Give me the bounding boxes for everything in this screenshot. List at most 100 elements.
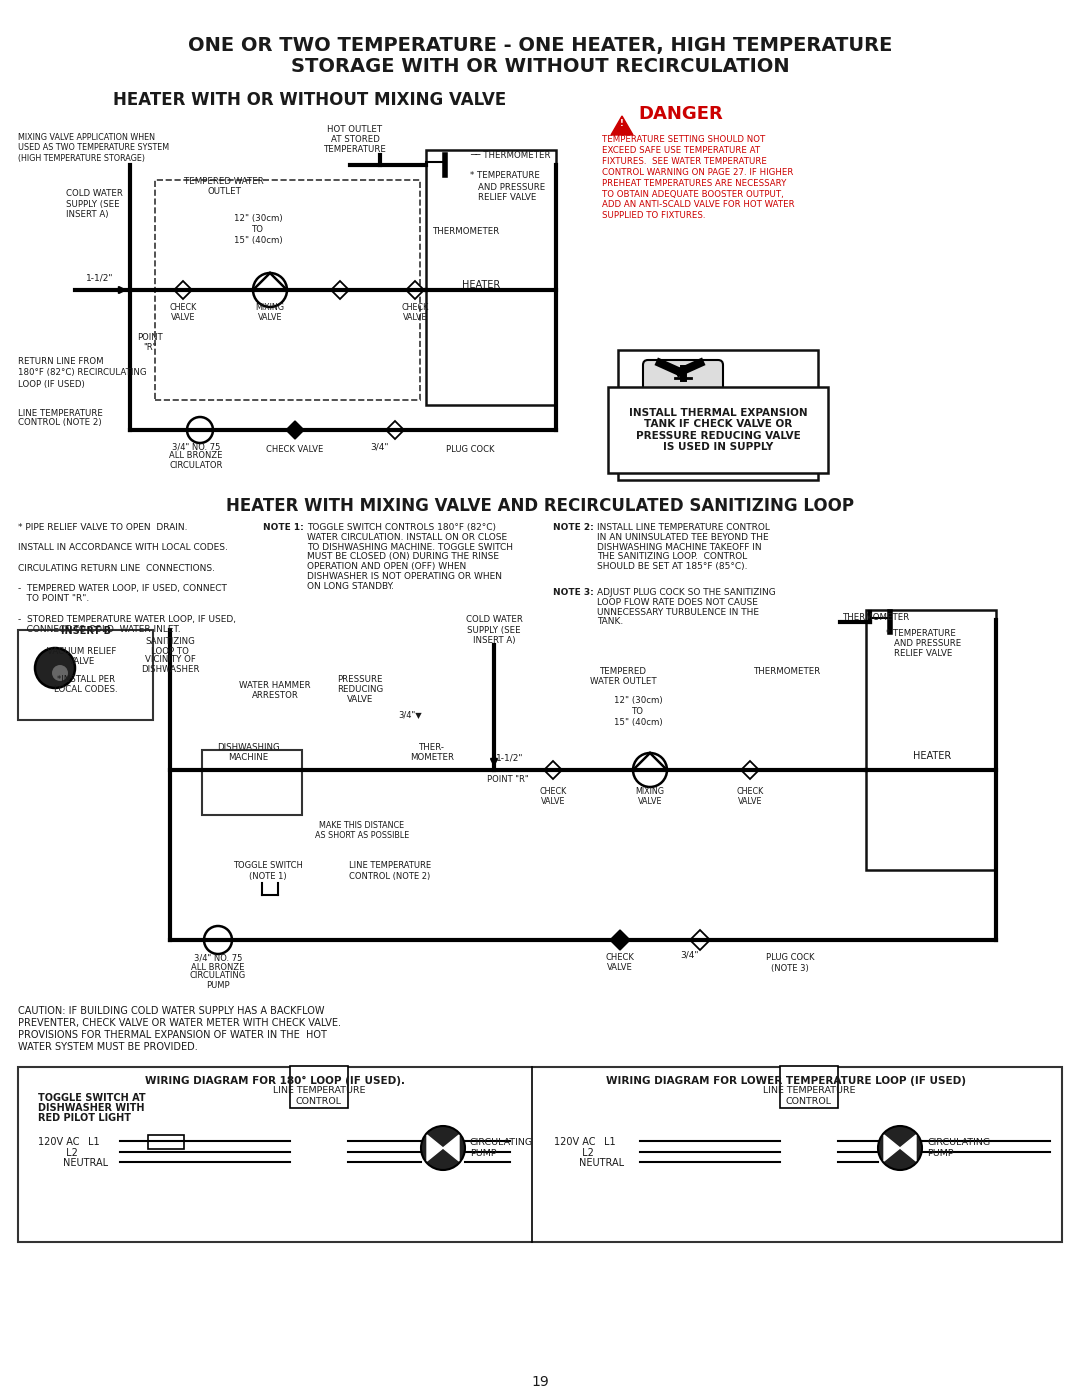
Text: WIRING DIAGRAM FOR 180° LOOP (IF USED).: WIRING DIAGRAM FOR 180° LOOP (IF USED). xyxy=(145,1076,405,1085)
Polygon shape xyxy=(286,420,303,439)
Text: SANITIZING: SANITIZING xyxy=(145,637,194,647)
Text: RED PILOT LIGHT: RED PILOT LIGHT xyxy=(38,1113,131,1123)
Text: PUMP: PUMP xyxy=(927,1148,954,1158)
Text: DANGER: DANGER xyxy=(638,105,723,123)
Text: VALVE: VALVE xyxy=(403,313,428,321)
Polygon shape xyxy=(330,281,349,299)
Bar xyxy=(156,180,420,400)
Polygon shape xyxy=(690,930,710,950)
Text: MAKE THIS DISTANCE: MAKE THIS DISTANCE xyxy=(320,820,405,830)
Text: CONTROL WARNING ON PAGE 27. IF HIGHER: CONTROL WARNING ON PAGE 27. IF HIGHER xyxy=(602,168,794,177)
Text: TO: TO xyxy=(632,707,644,715)
Text: TEMPERATURE: TEMPERATURE xyxy=(324,145,387,155)
Text: SUPPLIED TO FIXTURES.: SUPPLIED TO FIXTURES. xyxy=(602,211,705,221)
Text: L1: L1 xyxy=(87,1137,99,1147)
Text: LINE TEMPERATURE: LINE TEMPERATURE xyxy=(273,1085,365,1095)
Text: CHECK: CHECK xyxy=(170,303,197,313)
Text: CONTROL (NOTE 2): CONTROL (NOTE 2) xyxy=(18,419,102,427)
Text: RELIEF VALVE: RELIEF VALVE xyxy=(894,650,953,658)
Text: MOMETER: MOMETER xyxy=(410,753,454,763)
Text: POINT: POINT xyxy=(137,334,163,342)
Bar xyxy=(291,1066,348,1108)
Text: STORAGE WITH OR WITHOUT RECIRCULATION: STORAGE WITH OR WITHOUT RECIRCULATION xyxy=(291,57,789,77)
Text: * PIPE RELIEF VALVE TO OPEN  DRAIN.: * PIPE RELIEF VALVE TO OPEN DRAIN. xyxy=(18,522,188,532)
Text: LINE TEMPERATURE: LINE TEMPERATURE xyxy=(18,408,103,418)
Text: CONTROL: CONTROL xyxy=(786,1097,832,1106)
Circle shape xyxy=(253,272,287,307)
Text: VACUUM RELIEF: VACUUM RELIEF xyxy=(48,647,117,657)
Bar xyxy=(18,1067,1062,1242)
Text: TEMPERED WATER: TEMPERED WATER xyxy=(184,176,264,186)
Text: HEATER WITH MIXING VALVE AND RECIRCULATED SANITIZING LOOP: HEATER WITH MIXING VALVE AND RECIRCULATE… xyxy=(226,497,854,515)
Text: (NOTE 1): (NOTE 1) xyxy=(249,872,287,880)
Text: MUST BE CLOSED (ON) DURING THE RINSE: MUST BE CLOSED (ON) DURING THE RINSE xyxy=(307,552,499,562)
Text: INSERT A): INSERT A) xyxy=(473,636,515,644)
Text: TO: TO xyxy=(252,225,264,233)
Text: PREVENTER, CHECK VALVE OR WATER METER WITH CHECK VALVE.: PREVENTER, CHECK VALVE OR WATER METER WI… xyxy=(18,1018,341,1028)
Text: CHECK VALVE: CHECK VALVE xyxy=(267,446,324,454)
Text: DISHWASHER IS NOT OPERATING OR WHEN: DISHWASHER IS NOT OPERATING OR WHEN xyxy=(307,571,502,581)
Text: ADJUST PLUG COCK SO THE SANITIZING: ADJUST PLUG COCK SO THE SANITIZING xyxy=(597,588,775,597)
Text: (NOTE 3): (NOTE 3) xyxy=(771,964,809,972)
Text: COLD WATER: COLD WATER xyxy=(66,190,123,198)
Polygon shape xyxy=(386,420,404,439)
Text: CIRCULATING: CIRCULATING xyxy=(927,1139,990,1147)
Text: -  STORED TEMPERATURE WATER LOOP, IF USED,: - STORED TEMPERATURE WATER LOOP, IF USED… xyxy=(18,615,237,624)
Text: HOT OUTLET: HOT OUTLET xyxy=(327,126,382,134)
Text: CHECK: CHECK xyxy=(606,954,634,963)
Text: INSTALL THERMAL EXPANSION
TANK IF CHECK VALVE OR
PRESSURE REDUCING VALVE
IS USED: INSTALL THERMAL EXPANSION TANK IF CHECK … xyxy=(629,408,808,453)
Text: DISHWASHER: DISHWASHER xyxy=(140,665,199,673)
Text: 3/4" NO. 75: 3/4" NO. 75 xyxy=(172,443,220,451)
Text: -  TEMPERED WATER LOOP, IF USED, CONNECT: - TEMPERED WATER LOOP, IF USED, CONNECT xyxy=(18,584,227,594)
Text: PLUG COCK: PLUG COCK xyxy=(446,446,495,454)
Circle shape xyxy=(878,1126,922,1171)
Polygon shape xyxy=(174,281,192,299)
Text: SUPPLY (SEE: SUPPLY (SEE xyxy=(468,626,521,634)
Text: VALVE: VALVE xyxy=(171,313,195,321)
Text: LINE TEMPERATURE: LINE TEMPERATURE xyxy=(762,1085,855,1095)
Text: PREHEAT TEMPERATURES ARE NECESSARY: PREHEAT TEMPERATURES ARE NECESSARY xyxy=(602,179,786,187)
Text: NOTE 2:: NOTE 2: xyxy=(553,522,594,532)
Text: PROVISIONS FOR THERMAL EXPANSION OF WATER IN THE  HOT: PROVISIONS FOR THERMAL EXPANSION OF WATE… xyxy=(18,1030,327,1039)
Text: SUPPLY (SEE: SUPPLY (SEE xyxy=(66,200,120,208)
Text: EXCEED SAFE USE TEMPERATURE AT: EXCEED SAFE USE TEMPERATURE AT xyxy=(602,147,760,155)
Bar xyxy=(18,630,153,719)
Text: 15" (40cm): 15" (40cm) xyxy=(233,236,282,244)
Text: 3/4": 3/4" xyxy=(370,443,389,451)
Text: THER-: THER- xyxy=(419,743,445,753)
Text: ── THERMOMETER: ── THERMOMETER xyxy=(470,151,551,159)
Text: CIRCULATING: CIRCULATING xyxy=(190,971,246,981)
Text: TO POINT "R".: TO POINT "R". xyxy=(18,594,90,604)
Text: CIRCULATOR: CIRCULATOR xyxy=(170,461,222,469)
Polygon shape xyxy=(544,761,562,780)
Text: 3/4" NO. 75: 3/4" NO. 75 xyxy=(193,954,242,963)
Text: TOGGLE SWITCH AT: TOGGLE SWITCH AT xyxy=(38,1092,146,1104)
Text: USED AS TWO TEMPERATURE SYSTEM: USED AS TWO TEMPERATURE SYSTEM xyxy=(18,144,170,152)
Text: * TEMPERATURE: * TEMPERATURE xyxy=(886,630,956,638)
Polygon shape xyxy=(741,761,759,780)
Circle shape xyxy=(421,1126,465,1171)
FancyBboxPatch shape xyxy=(643,360,723,469)
Text: AT STORED: AT STORED xyxy=(330,136,379,144)
Text: MIXING VALVE APPLICATION WHEN: MIXING VALVE APPLICATION WHEN xyxy=(18,134,156,142)
Text: FIXTURES.  SEE WATER TEMPERATURE: FIXTURES. SEE WATER TEMPERATURE xyxy=(602,156,767,166)
Text: 1-1/2": 1-1/2" xyxy=(496,753,524,763)
Text: INSTALL IN ACCORDANCE WITH LOCAL CODES.: INSTALL IN ACCORDANCE WITH LOCAL CODES. xyxy=(18,543,228,552)
Text: MACHINE: MACHINE xyxy=(228,753,268,763)
Text: L1: L1 xyxy=(604,1137,616,1147)
Text: DISHWASHING MACHINE TAKEOFF IN: DISHWASHING MACHINE TAKEOFF IN xyxy=(597,542,761,552)
Text: ALL BRONZE: ALL BRONZE xyxy=(191,963,245,971)
Text: WIRING DIAGRAM FOR LOWER TEMPERATURE LOOP (IF USED): WIRING DIAGRAM FOR LOWER TEMPERATURE LOO… xyxy=(606,1076,966,1085)
Text: 15" (40cm): 15" (40cm) xyxy=(613,718,662,726)
Polygon shape xyxy=(610,930,630,950)
Text: WATER CIRCULATION. INSTALL ON OR CLOSE: WATER CIRCULATION. INSTALL ON OR CLOSE xyxy=(307,532,508,542)
Text: DISHWASHER WITH: DISHWASHER WITH xyxy=(38,1104,145,1113)
Text: *INSTALL PER: *INSTALL PER xyxy=(57,676,116,685)
Text: NEUTRAL: NEUTRAL xyxy=(554,1158,624,1168)
Text: ALL BRONZE: ALL BRONZE xyxy=(170,451,222,461)
Text: CONTROL: CONTROL xyxy=(296,1097,342,1106)
Text: NEUTRAL: NEUTRAL xyxy=(38,1158,108,1168)
Text: COLD WATER: COLD WATER xyxy=(465,616,523,624)
Text: INSERT A): INSERT A) xyxy=(66,210,108,218)
Text: TANK.: TANK. xyxy=(597,617,623,626)
